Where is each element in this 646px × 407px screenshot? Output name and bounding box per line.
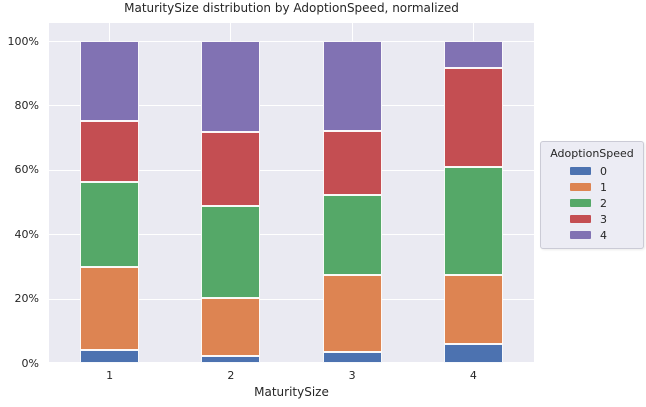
bar-segment-speed-2-maturity-3	[322, 194, 382, 276]
bar-segment-speed-3-maturity-1	[80, 121, 140, 183]
bar-segment-speed-2-maturity-1	[80, 182, 140, 267]
x-tick-label: 2	[227, 369, 235, 382]
legend: AdoptionSpeed 0 1 2 3 4	[540, 141, 644, 249]
gridline-horizontal	[49, 105, 534, 107]
x-tick-label: 3	[348, 369, 356, 382]
y-tick-text: 20%	[14, 292, 39, 306]
legend-entry-0: 0	[541, 163, 643, 179]
bar-segment-speed-4-maturity-2	[201, 41, 261, 133]
bar-segment-speed-0-maturity-1	[80, 350, 140, 363]
legend-label: 4	[600, 228, 607, 242]
y-tick-label: 40%	[0, 228, 44, 241]
legend-swatch-icon	[570, 183, 591, 191]
bar-segment-speed-2-maturity-2	[201, 205, 261, 299]
bar-segment-speed-0-maturity-4	[443, 344, 503, 363]
bar-segment-speed-3-maturity-4	[443, 68, 503, 168]
legend-swatch-icon	[570, 199, 591, 207]
legend-swatch-icon	[570, 167, 591, 175]
bar-segment-speed-1-maturity-2	[201, 298, 261, 356]
y-tick-label: 0%	[0, 357, 44, 370]
y-tick-label: 60%	[0, 163, 44, 176]
gridline-horizontal	[49, 234, 534, 236]
legend-entry-1: 1	[541, 179, 643, 195]
bar-segment-speed-0-maturity-2	[201, 355, 261, 363]
legend-label: 3	[600, 212, 607, 226]
gridline-horizontal	[49, 362, 534, 363]
y-tick-text: 80%	[14, 98, 39, 112]
gridline-horizontal	[49, 298, 534, 300]
y-tick-text: 60%	[14, 163, 39, 177]
bar-segment-speed-1-maturity-1	[80, 266, 140, 351]
legend-swatch-icon	[570, 215, 591, 223]
bar-segment-speed-1-maturity-3	[322, 275, 382, 353]
legend-swatch-icon	[570, 231, 591, 239]
y-tick-label: 100%	[0, 35, 44, 48]
gridline-horizontal	[49, 169, 534, 171]
legend-title: AdoptionSpeed	[550, 147, 634, 160]
x-axis-label: MaturitySize	[254, 385, 329, 399]
bar-segment-speed-4-maturity-3	[322, 41, 382, 132]
bar-segment-speed-4-maturity-1	[80, 41, 140, 122]
legend-entry-2: 2	[541, 195, 643, 211]
y-tick-label: 80%	[0, 99, 44, 112]
bar-segment-speed-2-maturity-4	[443, 167, 503, 276]
bar-segment-speed-3-maturity-3	[322, 131, 382, 195]
y-tick-label: 20%	[0, 292, 44, 305]
y-tick-text: 100%	[7, 34, 39, 48]
bar-segment-speed-3-maturity-2	[201, 132, 261, 206]
x-tick-label: 4	[469, 369, 477, 382]
y-tick-text: 0%	[21, 356, 39, 370]
legend-entries: 0 1 2 3 4	[541, 163, 643, 243]
bar-segment-speed-4-maturity-4	[443, 41, 503, 69]
legend-entry-3: 3	[541, 211, 643, 227]
gridline-horizontal	[49, 41, 534, 42]
bar-segment-speed-1-maturity-4	[443, 275, 503, 345]
legend-label: 1	[600, 180, 607, 194]
legend-label: 0	[600, 164, 607, 178]
chart-title: MaturitySize distribution by AdoptionSpe…	[124, 1, 459, 15]
plot-area	[49, 23, 534, 363]
y-tick-text: 40%	[14, 227, 39, 241]
legend-entry-4: 4	[541, 227, 643, 243]
bar-segment-speed-0-maturity-3	[322, 352, 382, 363]
x-tick-label: 1	[106, 369, 114, 382]
legend-label: 2	[600, 196, 607, 210]
